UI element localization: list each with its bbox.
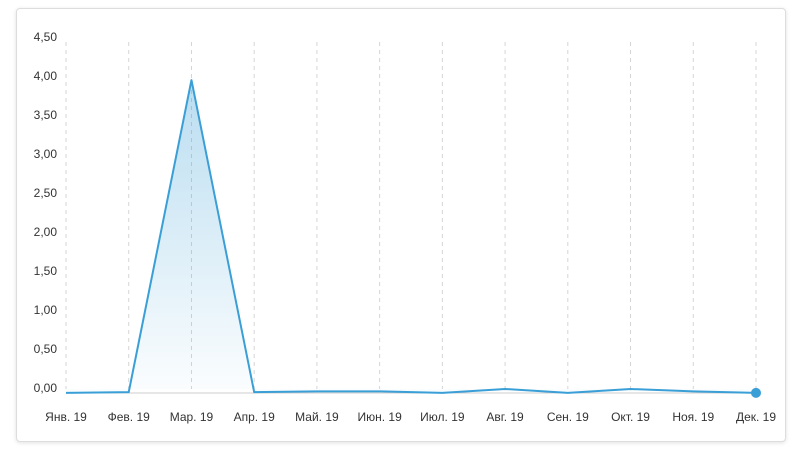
y-tick-label: 1,50 bbox=[34, 264, 58, 278]
x-tick-label: Апр. 19 bbox=[234, 410, 276, 424]
area-fill bbox=[66, 80, 756, 393]
x-tick-label: Окт. 19 bbox=[611, 410, 650, 424]
y-tick-label: 4,00 bbox=[34, 69, 58, 83]
x-tick-label: Июл. 19 bbox=[420, 410, 465, 424]
x-tick-label: Авг. 19 bbox=[486, 410, 524, 424]
y-tick-label: 3,00 bbox=[34, 147, 58, 161]
x-tick-label: Ноя. 19 bbox=[672, 410, 714, 424]
x-tick-label: Дек. 19 bbox=[736, 410, 776, 424]
y-tick-label: 0,00 bbox=[34, 381, 58, 395]
y-tick-label: 4,50 bbox=[34, 30, 58, 44]
y-tick-label: 2,00 bbox=[34, 225, 58, 239]
x-tick-label: Янв. 19 bbox=[45, 410, 87, 424]
y-tick-label: 2,50 bbox=[34, 186, 58, 200]
x-tick-label: Фев. 19 bbox=[108, 410, 151, 424]
x-tick-label: Мар. 19 bbox=[170, 410, 214, 424]
line bbox=[65, 79, 757, 394]
x-tick-label: Май. 19 bbox=[295, 410, 339, 424]
y-tick-label: 3,50 bbox=[34, 108, 58, 122]
y-tick-label: 0,50 bbox=[34, 342, 58, 356]
point bbox=[751, 387, 761, 398]
x-tick-label: Сен. 19 bbox=[547, 410, 589, 424]
x-tick-label: Июн. 19 bbox=[357, 410, 402, 424]
y-tick-label: 1,00 bbox=[34, 303, 58, 317]
